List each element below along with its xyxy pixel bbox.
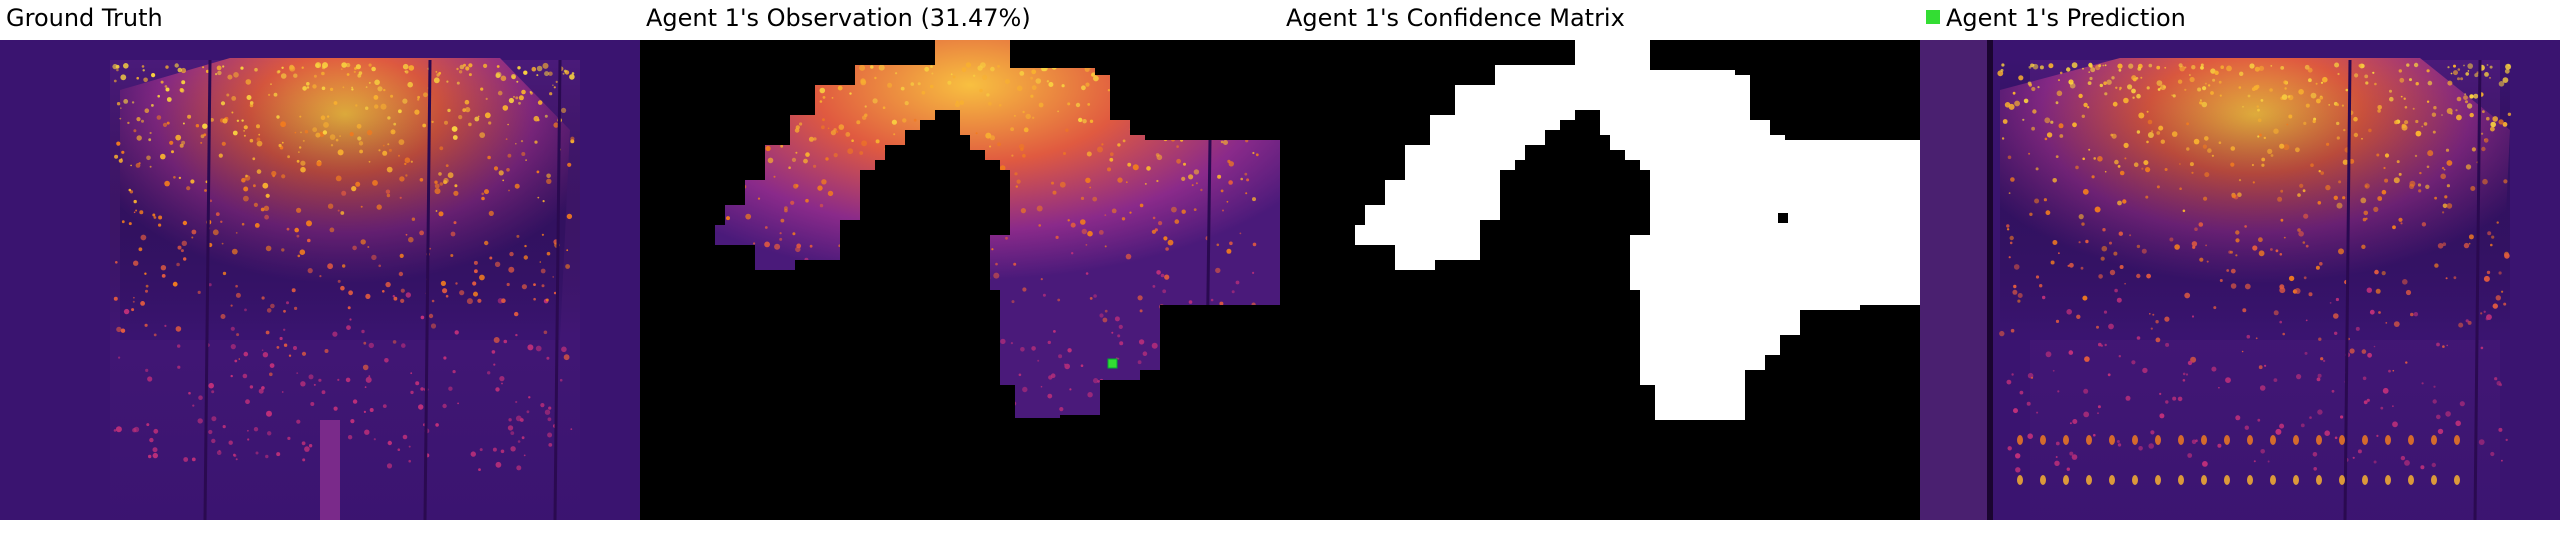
panel-title-ground-truth: Ground Truth	[6, 4, 163, 32]
prediction-image	[1920, 40, 2560, 520]
legend-marker-icon	[1926, 10, 1940, 24]
panel-title-observation: Agent 1's Observation (31.47%)	[646, 4, 1031, 32]
panel-title-confidence: Agent 1's Confidence Matrix	[1286, 4, 1625, 32]
panel-title-prediction: Agent 1's Prediction	[1946, 4, 2186, 32]
agent-position-marker	[1107, 358, 1118, 369]
confidence-matrix-image	[1280, 40, 1920, 520]
panel-title-prediction-wrap: Agent 1's Prediction	[1926, 4, 2186, 32]
ground-truth-image	[0, 40, 640, 520]
predicted-artifact-rows	[2017, 435, 2460, 485]
observation-image	[640, 40, 1280, 520]
